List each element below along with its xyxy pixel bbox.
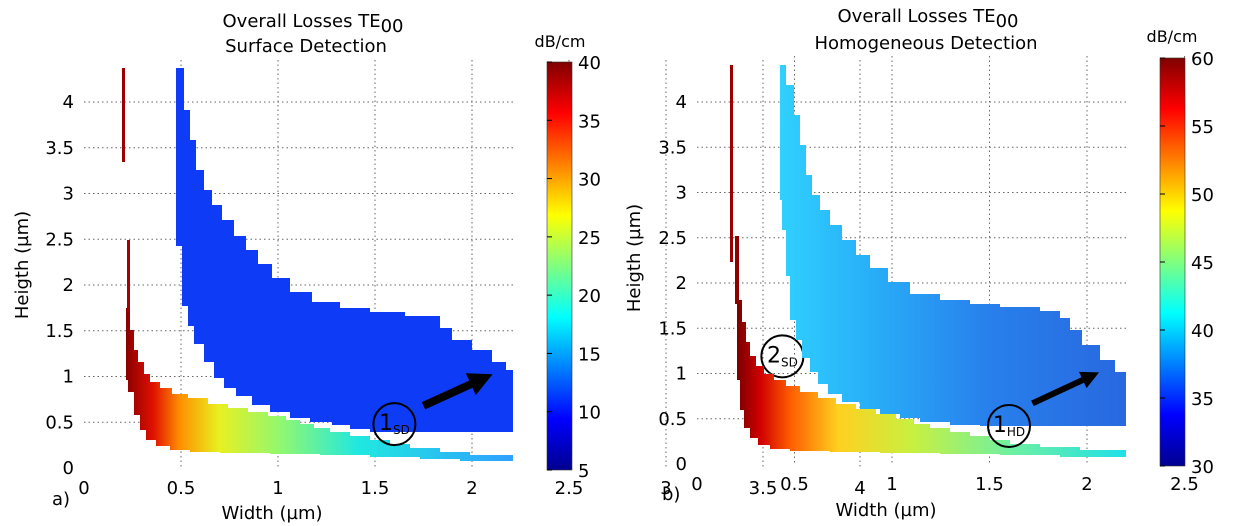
y-tick-label: 0.5	[658, 409, 687, 430]
panel-b-label: b)	[662, 484, 680, 505]
label-circle	[372, 402, 417, 447]
y-tick-label: 2.5	[658, 228, 687, 249]
colorbar-tick-label: 15	[578, 344, 601, 365]
y-tick-label: 1	[63, 367, 74, 388]
y-tick-label: 4	[63, 92, 74, 113]
region-label-lower: 1SD	[372, 402, 417, 447]
colorbar-tick-label: 45	[1191, 253, 1214, 274]
arrow	[421, 373, 493, 410]
x-tick-label: 0.5	[780, 474, 809, 495]
region-lower	[126, 308, 513, 461]
panel-a-subtitle: Surface Detection	[225, 36, 387, 57]
y-tick-label: 3	[63, 184, 74, 205]
panel-b-y-axis-label: Heigth (µm)	[624, 204, 645, 312]
arrow	[1031, 371, 1100, 407]
colorbar-tick-label: 55	[1191, 117, 1214, 138]
colorbar-tick-label: 20	[578, 286, 601, 307]
panel-b-title: Overall Losses TE00	[838, 6, 1019, 32]
region-label-lower: 1HD	[987, 403, 1031, 448]
colorbar-tick-label: 5	[578, 461, 589, 482]
y-tick-label: 4	[676, 92, 687, 113]
x-tick-label: 2.5	[555, 478, 584, 499]
colorbar-tick-label: 30	[578, 170, 601, 191]
colorbar-a	[547, 62, 572, 470]
y-tick-label: 1.5	[45, 321, 74, 342]
x-tick-label: 1	[886, 474, 897, 495]
colorbar-b-ticks: 30 35 40 45 50 55 60	[1160, 49, 1214, 478]
colorbar-tick-label: 50	[1191, 185, 1214, 206]
y-tick-label: 3.5	[658, 137, 687, 158]
x-tick-label: 2.5	[1170, 474, 1199, 495]
colorbar-tick-label: 40	[1191, 321, 1214, 342]
y-tick-label: 2.5	[45, 229, 74, 250]
x-tick-label: 3	[660, 478, 671, 499]
y-tick-label: 3.5	[45, 138, 74, 159]
y-tick-label: 1	[676, 364, 687, 385]
x-tick-label: 1	[272, 478, 283, 499]
colorbar-tick-label: 10	[578, 403, 601, 424]
colorbar-tick-label: 30	[1191, 457, 1214, 478]
y-tick-label: 2	[63, 275, 74, 296]
colorbar-b-unit: dB/cm	[1147, 27, 1198, 46]
colorbar-tick-label: 60	[1191, 49, 1214, 70]
region-lower-spike	[735, 236, 739, 304]
colorbar-tick-label: 40	[578, 53, 601, 74]
colorbar-tick-label: 35	[578, 111, 601, 132]
region-thin-line	[730, 65, 733, 262]
panel-a-y-axis-label: Heigth (µm)	[12, 211, 33, 319]
y-tick-label: 0	[676, 454, 687, 475]
x-tick-label: 0.5	[167, 478, 196, 499]
y-tick-label: 0	[63, 458, 74, 479]
panel-b-x-axis-label: Width (µm)	[835, 500, 936, 521]
colorbar-a-border	[546, 61, 573, 471]
region-label-upper: 2SD	[760, 334, 805, 379]
panel-a-x-axis-label: Width (µm)	[221, 503, 322, 524]
panel-b: Overall Losses TE00 Homogeneous Detectio…	[624, 6, 1214, 521]
x-tick-label: 2	[466, 478, 477, 499]
y-tick-label: 2	[676, 273, 687, 294]
panel-a-label: a)	[52, 489, 70, 510]
label-text: 2SD	[767, 343, 798, 369]
colorbar-a-unit: dB/cm	[535, 32, 586, 51]
y-tick-label: 0.5	[45, 412, 74, 433]
panel-a-ticks: 0 0.5 1 1.5 2 2.5 3 3.5 4 0 0.5 1 1.5 2 2.5 3 3.5 4	[45, 92, 865, 499]
x-tick-label: 0	[78, 478, 89, 499]
x-tick-label: 1.5	[975, 474, 1004, 495]
panel-a-title: Overall Losses TE00	[223, 11, 404, 37]
region-thin-line	[122, 68, 125, 162]
x-tick-label: 3.5	[749, 478, 778, 499]
region-upper	[176, 68, 513, 432]
y-tick-label: 1.5	[658, 318, 687, 339]
x-tick-label: 4	[854, 478, 865, 499]
colorbar-a-ticks: 5 10 15 20 25 30 35 40	[547, 53, 601, 482]
label-text: 1SD	[379, 411, 410, 437]
x-tick-label: 0	[691, 474, 702, 495]
label-text: 1HD	[993, 413, 1025, 439]
colorbar-tick-label: 25	[578, 228, 601, 249]
region-upper	[780, 65, 1126, 426]
region-lower-spike	[127, 240, 130, 312]
label-circle	[987, 403, 1031, 448]
y-tick-label: 3	[676, 183, 687, 204]
x-tick-label: 2	[1081, 474, 1092, 495]
region-lower	[737, 300, 1126, 457]
panel-a: Overall Losses TE00 Surface Detection 2S…	[12, 11, 866, 524]
colorbar-tick-label: 35	[1191, 389, 1214, 410]
x-tick-label: 1.5	[361, 478, 390, 499]
panel-b-subtitle: Homogeneous Detection	[814, 33, 1037, 54]
